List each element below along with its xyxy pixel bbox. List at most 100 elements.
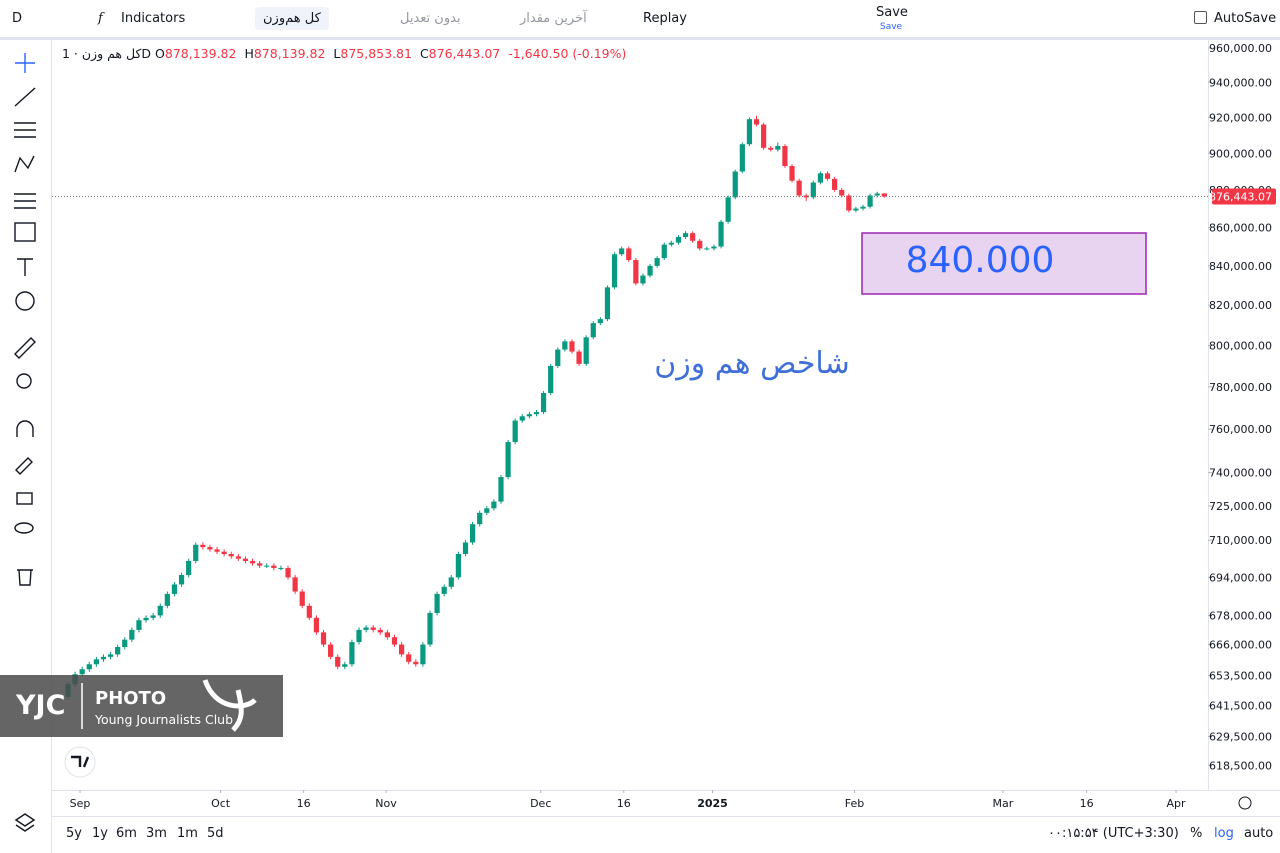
- pattern-icon[interactable]: [14, 155, 35, 173]
- candle-body: [725, 197, 731, 222]
- y-tick-label: 710,000.00: [1209, 534, 1272, 547]
- legend: کل هم وزن · 1D O878,139.82 H878,139.82 L…: [62, 46, 630, 61]
- candle-body: [775, 146, 781, 150]
- candle-body: [796, 180, 802, 196]
- range-button[interactable]: 5y: [66, 826, 82, 841]
- emoji-icon[interactable]: [15, 291, 35, 311]
- x-tick-label: 16: [1080, 797, 1094, 810]
- symbol-letter[interactable]: D: [12, 10, 23, 26]
- candle-body: [257, 563, 263, 566]
- y-tick-label: 653,500.00: [1209, 669, 1272, 682]
- candle-body: [186, 560, 192, 576]
- y-tick-label: 940,000.00: [1209, 76, 1272, 89]
- symbol-name[interactable]: کل هم‌وزن: [255, 6, 329, 30]
- candle-body: [235, 556, 241, 559]
- candle-body: [810, 182, 816, 198]
- candle-body: [278, 567, 284, 569]
- legend-open: 878,139.82: [164, 46, 237, 61]
- percent-toggle[interactable]: %: [1190, 826, 1203, 841]
- forecast-icon[interactable]: [14, 193, 36, 209]
- candle-body: [136, 620, 142, 630]
- candle-body: [171, 584, 178, 594]
- legend-l: L: [333, 46, 341, 61]
- object-tree-icon[interactable]: [14, 813, 36, 832]
- candle-body: [157, 605, 163, 616]
- price-type-select[interactable]: آخرین مقدار: [520, 10, 587, 26]
- adjustment-select[interactable]: بدون تعدیل: [400, 10, 461, 26]
- candle-body: [86, 664, 92, 670]
- candle-body: [704, 248, 710, 250]
- autosave-toggle[interactable]: AutoSave: [1214, 10, 1277, 26]
- settings-icon[interactable]: [1238, 796, 1252, 810]
- candle-body: [313, 617, 320, 633]
- candle-body: [249, 560, 256, 564]
- candle-body: [874, 193, 880, 196]
- annotation-box: [861, 232, 1147, 295]
- candle-body: [832, 178, 838, 190]
- autosave-checkbox[interactable]: [1194, 11, 1207, 24]
- candle-body: [661, 244, 667, 259]
- indicators-button[interactable]: Indicators: [121, 10, 186, 26]
- log-toggle[interactable]: log: [1214, 826, 1234, 841]
- candle-body: [647, 265, 653, 276]
- y-tick-label: 820,000.00: [1209, 299, 1272, 312]
- lock-icon[interactable]: [16, 492, 33, 505]
- y-tick-label: 900,000.00: [1209, 147, 1272, 160]
- clock: ۰۰:۱۵:۵۴ (UTC+3:30): [1048, 826, 1179, 841]
- candle-body: [100, 656, 107, 660]
- save-button[interactable]: Save: [876, 4, 908, 20]
- candle-body: [107, 654, 114, 657]
- symbol-pill[interactable]: کل هم‌وزن: [255, 6, 329, 30]
- range-button[interactable]: 6m: [116, 826, 137, 841]
- candle-body: [122, 639, 128, 648]
- candle-body: [292, 577, 298, 592]
- legend-change: -1,640.50 (-0.19%): [508, 46, 627, 61]
- candle-body: [803, 195, 809, 198]
- candle-body: [576, 351, 582, 364]
- magnet-icon[interactable]: [16, 420, 34, 437]
- candle-body: [306, 605, 312, 618]
- draw-lock-icon[interactable]: [15, 457, 33, 475]
- y-tick-label: 800,000.00: [1209, 339, 1272, 352]
- trash-icon[interactable]: [17, 569, 33, 586]
- candle-body: [548, 365, 554, 394]
- range-button[interactable]: 1m: [177, 826, 198, 841]
- candle-body: [299, 591, 305, 606]
- candle-body: [271, 565, 277, 568]
- y-tick-label: 960,000.00: [1209, 42, 1272, 55]
- left-toolbar: [14, 53, 36, 832]
- x-tick-label: 16: [617, 797, 631, 810]
- y-tick-label: 629,500.00: [1209, 731, 1272, 744]
- tv-logo-mark: [71, 755, 90, 768]
- candle-body: [413, 661, 419, 665]
- legend-name: کل هم وزن · 1D: [62, 46, 152, 61]
- fib-icon[interactable]: [14, 122, 36, 138]
- range-button[interactable]: 1y: [92, 826, 108, 841]
- shape-icon[interactable]: [14, 222, 36, 242]
- crosshair-icon[interactable]: [15, 53, 35, 73]
- candle-body: [853, 208, 859, 211]
- range-button[interactable]: 3m: [146, 826, 167, 841]
- candle-body: [626, 248, 632, 261]
- candle-body: [512, 420, 518, 443]
- replay-button[interactable]: Replay: [643, 10, 687, 26]
- candle-body: [391, 637, 398, 645]
- visibility-icon[interactable]: [14, 522, 34, 534]
- y-tick-label: 840,000.00: [1209, 260, 1272, 273]
- trend-line-icon[interactable]: [14, 87, 36, 107]
- candle-body: [519, 416, 525, 421]
- candle-body: [143, 617, 149, 621]
- auto-toggle[interactable]: auto: [1244, 826, 1274, 841]
- candle-body: [115, 647, 121, 655]
- legend-low: 875,853.81: [340, 46, 412, 61]
- range-button[interactable]: 5d: [207, 826, 224, 841]
- zoom-icon[interactable]: [16, 373, 32, 389]
- text-icon[interactable]: [17, 258, 33, 276]
- candle-body: [860, 206, 866, 209]
- candle-body: [604, 287, 611, 320]
- candle-body: [264, 565, 270, 567]
- ruler-icon[interactable]: [14, 337, 36, 359]
- x-tick-label: Sep: [70, 797, 91, 810]
- candle-body: [356, 629, 362, 643]
